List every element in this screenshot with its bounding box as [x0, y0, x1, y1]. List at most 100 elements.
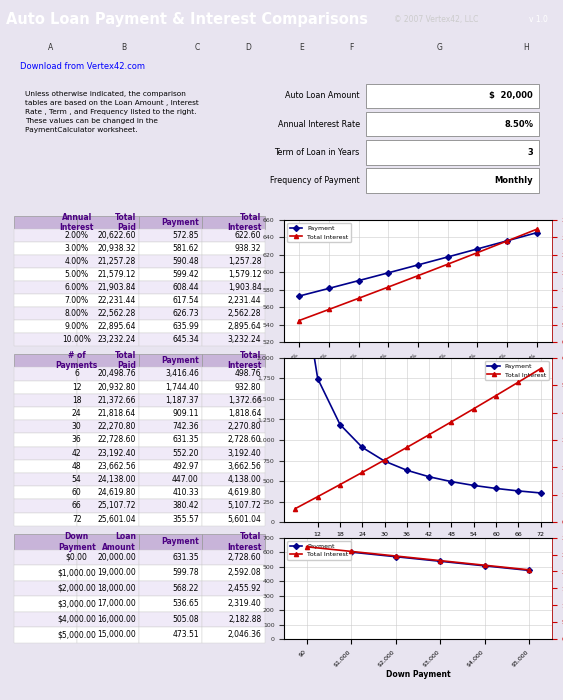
Bar — [77, 394, 140, 407]
Bar — [366, 84, 539, 108]
Bar — [202, 499, 265, 512]
Text: 608.44: 608.44 — [172, 283, 199, 292]
Bar — [366, 168, 539, 193]
Text: # of
Payments: # of Payments — [56, 351, 98, 370]
Text: Auto Loan Amount: Auto Loan Amount — [285, 92, 360, 100]
Text: 1,744.40: 1,744.40 — [165, 383, 199, 392]
Text: 25,107.72: 25,107.72 — [98, 501, 136, 510]
Text: 60: 60 — [72, 488, 82, 497]
Bar — [77, 294, 140, 307]
Bar — [140, 256, 202, 268]
Bar — [77, 354, 140, 368]
Bar — [140, 512, 202, 526]
Text: 568.22: 568.22 — [172, 584, 199, 593]
Text: 21,903.84: 21,903.84 — [98, 283, 136, 292]
Text: $  20,000: $ 20,000 — [489, 92, 533, 100]
X-axis label: Down Payment: Down Payment — [386, 671, 450, 680]
Text: 21,257.28: 21,257.28 — [98, 257, 136, 266]
Text: Unless otherwise indicated, the comparison
tables are based on the Loan Amount ,: Unless otherwise indicated, the comparis… — [25, 91, 199, 133]
Bar — [140, 447, 202, 460]
Bar — [202, 407, 265, 420]
Text: 19,000.00: 19,000.00 — [97, 568, 136, 578]
Bar — [14, 320, 77, 333]
Text: 626.73: 626.73 — [172, 309, 199, 318]
Bar — [202, 381, 265, 394]
Text: Frequency of Payment: Frequency of Payment — [270, 176, 360, 185]
Bar — [77, 580, 140, 596]
Text: 3.00%: 3.00% — [65, 244, 89, 253]
Text: 909.11: 909.11 — [172, 409, 199, 418]
Bar — [202, 473, 265, 486]
Text: 22,895.64: 22,895.64 — [98, 322, 136, 331]
Text: 599.42: 599.42 — [172, 270, 199, 279]
Bar — [77, 433, 140, 447]
Bar — [14, 612, 77, 627]
Text: 6: 6 — [74, 370, 79, 379]
Text: 536.65: 536.65 — [172, 599, 199, 608]
Text: 21,818.64: 21,818.64 — [98, 409, 136, 418]
Text: Auto Loan Payment & Interest Comparisons: Auto Loan Payment & Interest Comparisons — [6, 12, 368, 27]
Bar — [77, 268, 140, 281]
Bar — [202, 534, 265, 550]
Text: 4.00%: 4.00% — [65, 257, 89, 266]
Bar — [202, 612, 265, 627]
Bar — [140, 354, 202, 368]
Text: 4,138.00: 4,138.00 — [227, 475, 261, 484]
Text: 2,231.44: 2,231.44 — [228, 296, 261, 305]
Text: 22,562.28: 22,562.28 — [98, 309, 136, 318]
Bar — [14, 460, 77, 473]
Text: 2,728.60: 2,728.60 — [228, 435, 261, 444]
Text: 1,818.64: 1,818.64 — [228, 409, 261, 418]
Text: 2,182.88: 2,182.88 — [228, 615, 261, 624]
Bar — [202, 627, 265, 643]
Text: 622.60: 622.60 — [235, 231, 261, 240]
Bar — [202, 281, 265, 294]
Bar — [77, 550, 140, 565]
Text: 2,270.80: 2,270.80 — [228, 422, 261, 431]
Text: 23,232.24: 23,232.24 — [98, 335, 136, 344]
Bar — [14, 230, 77, 242]
Bar — [140, 320, 202, 333]
Bar — [77, 407, 140, 420]
Bar — [14, 534, 77, 550]
Text: 1,257.28: 1,257.28 — [228, 257, 261, 266]
Text: 42: 42 — [72, 449, 82, 458]
Bar — [202, 216, 265, 230]
Text: 9.00%: 9.00% — [65, 322, 89, 331]
Text: 20,622.60: 20,622.60 — [98, 231, 136, 240]
Bar — [140, 627, 202, 643]
Bar — [14, 268, 77, 281]
Text: 18: 18 — [72, 396, 82, 405]
Text: D: D — [245, 43, 251, 52]
Bar — [140, 460, 202, 473]
Bar — [14, 512, 77, 526]
Text: 599.78: 599.78 — [172, 568, 199, 578]
Text: 3,232.24: 3,232.24 — [228, 335, 261, 344]
Bar — [14, 368, 77, 381]
Text: 2,728.60: 2,728.60 — [228, 553, 261, 562]
Text: 21,579.12: 21,579.12 — [98, 270, 136, 279]
Text: 12: 12 — [72, 383, 82, 392]
Bar — [77, 460, 140, 473]
Text: 15,000.00: 15,000.00 — [97, 631, 136, 639]
Bar — [202, 486, 265, 499]
Text: 572.85: 572.85 — [172, 231, 199, 240]
Bar — [202, 394, 265, 407]
Bar — [140, 216, 202, 230]
Bar — [14, 473, 77, 486]
Text: 590.48: 590.48 — [172, 257, 199, 266]
Bar — [140, 368, 202, 381]
Bar — [202, 596, 265, 612]
Bar — [202, 368, 265, 381]
Text: 2,455.92: 2,455.92 — [227, 584, 261, 593]
Text: 473.51: 473.51 — [172, 631, 199, 639]
Text: Download from Vertex42.com: Download from Vertex42.com — [20, 62, 145, 71]
Text: 10.00%: 10.00% — [62, 335, 91, 344]
Text: 22,270.80: 22,270.80 — [98, 422, 136, 431]
Text: 5.00%: 5.00% — [65, 270, 89, 279]
Bar — [14, 596, 77, 612]
Text: Annual
Interest: Annual Interest — [60, 213, 94, 232]
Bar — [77, 499, 140, 512]
Bar — [77, 281, 140, 294]
X-axis label: Number of Payments: Number of Payments — [373, 540, 463, 549]
